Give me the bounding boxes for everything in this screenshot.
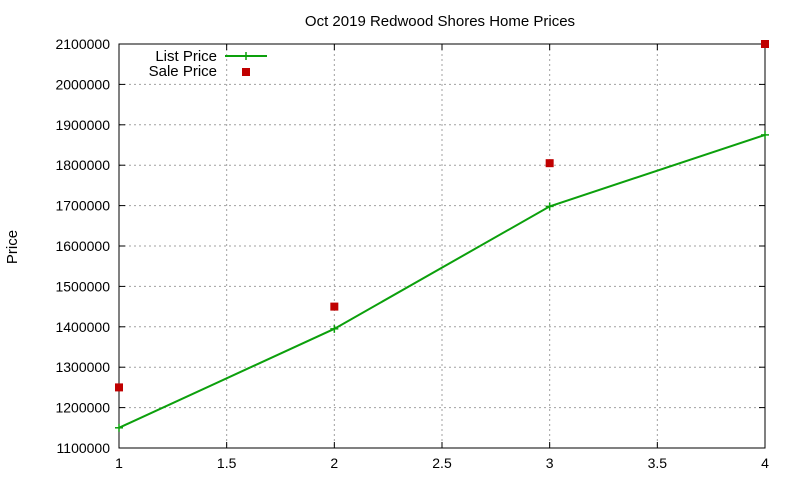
series (115, 40, 769, 432)
list-price-point (330, 324, 339, 333)
y-tick-label: 1100000 (57, 440, 111, 456)
x-tick-label: 2 (330, 455, 338, 471)
axis-ticks: 1100000 1200000 1300000 1400000 1500000 16000… (55, 36, 769, 471)
y-axis-label: Price (4, 230, 21, 264)
y-tick-label: 1700000 (55, 198, 110, 214)
list-price-line (118, 133, 766, 429)
sale-price-point (761, 40, 769, 48)
y-tick-label: 1400000 (55, 319, 110, 335)
sale-price-point (545, 159, 554, 168)
list-price-point (545, 202, 554, 211)
x-tick-label: 1.5 (217, 455, 237, 471)
legend: List Price Sale Price (149, 48, 267, 80)
y-tick-label: 1800000 (55, 157, 110, 173)
y-tick-label: 2000000 (55, 76, 110, 92)
y-tick-label: 1600000 (55, 238, 110, 254)
sale-price-point (115, 383, 123, 392)
y-tick-label: 1300000 (55, 359, 110, 375)
sale-price-point (330, 302, 339, 311)
legend-label-list-price: List Price (155, 48, 217, 65)
list-price-point (761, 130, 769, 139)
x-tick-label: 1 (115, 455, 123, 471)
x-tick-label: 2.5 (432, 455, 452, 471)
legend-plus-marker (242, 52, 250, 60)
grid (119, 44, 765, 448)
y-tick-label: 1900000 (55, 117, 110, 133)
x-tick-label: 3 (546, 455, 554, 471)
x-tick-label: 4 (761, 455, 769, 471)
legend-square-marker (242, 68, 250, 76)
x-tick-label: 3.5 (648, 455, 668, 471)
y-tick-label: 1200000 (55, 400, 110, 416)
list-price-point (115, 423, 123, 432)
legend-sample-sale-price (242, 68, 250, 76)
legend-sample-list-price (225, 52, 267, 60)
plot-frame (118, 43, 766, 449)
chart-title: Oct 2019 Redwood Shores Home Prices (305, 13, 575, 30)
y-tick-label: 1500000 (55, 278, 110, 294)
legend-label-sale-price: Sale Price (149, 63, 217, 80)
y-tick-label: 2100000 (55, 36, 110, 52)
